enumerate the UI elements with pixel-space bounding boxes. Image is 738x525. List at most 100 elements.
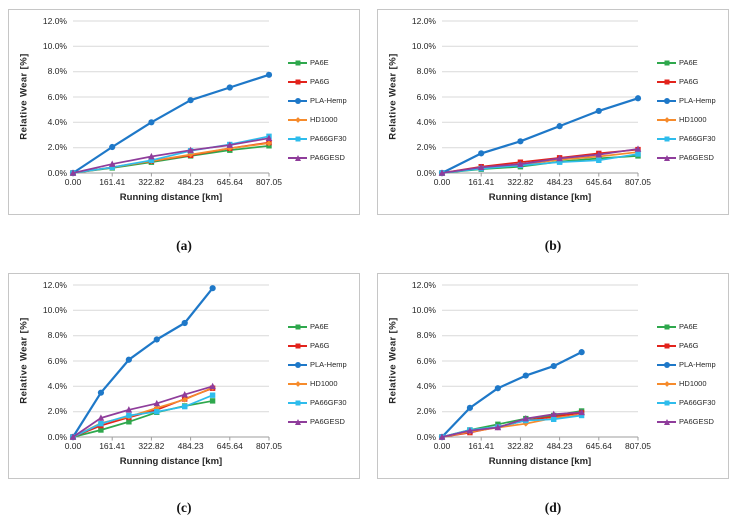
- x-tick-label: 0.00: [64, 177, 82, 187]
- square-marker-PA6E: [209, 398, 216, 404]
- circle-marker-PLA-Hemp: [478, 150, 485, 157]
- caption-b: (b): [544, 238, 562, 253]
- series-line-PLA-Hemp: [72, 73, 270, 174]
- series-line-PA6GESD: [441, 411, 582, 438]
- chart-panel-d: Relative Wear [%] 0.0% 2.0% 4.0% 6.0% 8.0% 10…: [377, 273, 729, 479]
- legend-item-PLA-Hemp: PLA-Hemp: [288, 355, 347, 374]
- triangle-marker-PA6GESD: [438, 433, 446, 440]
- legend-line: [288, 418, 307, 425]
- legend-label: PA6G: [310, 340, 330, 350]
- x-tick-label: 807.05: [256, 177, 282, 187]
- square-marker-PA66GF30: [109, 164, 115, 170]
- y-tick-label: 12.0%: [411, 279, 436, 290]
- series-line-HD1000: [72, 386, 213, 438]
- x-axis-title: Running distance [km]: [119, 456, 223, 467]
- x-tick-label: 0.00: [433, 177, 451, 187]
- triangle-marker-PA6GESD: [595, 151, 603, 158]
- legend-item-HD1000: HD1000: [657, 110, 716, 129]
- legend-line: [657, 418, 676, 425]
- legend-item-PA6G: PA6G: [288, 336, 347, 355]
- series-line-HD1000: [441, 413, 582, 438]
- legend-line: [288, 361, 307, 368]
- series-line-PA6GESD: [72, 137, 270, 174]
- triangle-icon: [294, 418, 301, 425]
- y-tick-label: 12.0%: [42, 15, 67, 26]
- triangle-marker-PA6GESD: [226, 141, 234, 148]
- legend-label: PA6E: [679, 321, 698, 331]
- x-tick-label: 807.05: [625, 441, 651, 451]
- circle-marker-PLA-Hemp: [466, 404, 474, 411]
- y-tick-label: 10.0%: [411, 40, 436, 51]
- triangle-marker-PA6GESD: [265, 134, 273, 141]
- triangle-marker-PA6GESD: [477, 163, 485, 171]
- legend-line: [657, 380, 676, 387]
- y-tick-label: 2.0%: [47, 142, 67, 153]
- legend-item-PA6GESD: PA6GESD: [657, 148, 716, 167]
- square-icon: [295, 400, 300, 405]
- legend-label: HD1000: [679, 114, 707, 124]
- legend-label: PLA-Hemp: [310, 95, 347, 105]
- legend-label: PA6GESD: [310, 416, 345, 426]
- legend-label: HD1000: [310, 114, 338, 124]
- legend-line: [288, 79, 307, 84]
- legend-line: [288, 380, 307, 387]
- y-tick-label: 10.0%: [42, 304, 67, 315]
- square-icon: [664, 79, 669, 84]
- triangle-marker-PA6GESD: [181, 390, 189, 398]
- circle-marker-PLA-Hemp: [97, 389, 105, 396]
- circle-marker-PLA-Hemp: [578, 349, 585, 356]
- legend-item-PLA-Hemp: PLA-Hemp: [657, 91, 716, 110]
- diamond-marker-HD1000: [226, 145, 233, 152]
- x-axis-title: Running distance [km]: [488, 192, 592, 203]
- legend-item-PLA-Hemp: PLA-Hemp: [657, 355, 716, 374]
- diamond-marker-HD1000: [266, 140, 272, 147]
- legend-item-PA66GF30: PA66GF30: [657, 129, 716, 148]
- diamond-icon: [663, 380, 670, 387]
- legend-item-PA66GF30: PA66GF30: [657, 393, 716, 412]
- x-tick-label: 645.64: [216, 177, 243, 187]
- circle-marker-PLA-Hemp: [226, 84, 233, 91]
- legend-label: PLA-Hemp: [310, 359, 347, 369]
- y-tick-label: 8.0%: [416, 330, 436, 341]
- legend-line: [288, 97, 307, 104]
- square-icon: [664, 343, 669, 348]
- square-marker-PA66GF30: [154, 409, 160, 415]
- legend-item-HD1000: HD1000: [288, 110, 347, 129]
- diamond-marker-HD1000: [181, 396, 188, 403]
- x-tick-label: 322.82: [507, 177, 534, 187]
- y-tick-label: 4.0%: [47, 380, 67, 391]
- legend-line: [288, 324, 307, 329]
- legend-label: PLA-Hemp: [679, 95, 716, 105]
- legend-label: HD1000: [679, 378, 707, 388]
- y-tick-label: 8.0%: [416, 66, 436, 77]
- square-marker-PA66GF30: [98, 421, 104, 427]
- y-tick-label: 8.0%: [47, 66, 67, 77]
- triangle-marker-PA6GESD: [97, 414, 105, 421]
- square-icon: [664, 400, 669, 405]
- legend-item-PA6GESD: PA6GESD: [288, 148, 347, 167]
- legend-item-PA6G: PA6G: [657, 72, 716, 91]
- legend-line: [657, 400, 676, 405]
- legend-label: PA6GESD: [679, 416, 714, 426]
- triangle-marker-PA6GESD: [466, 427, 474, 434]
- y-tick-label: 12.0%: [411, 15, 436, 26]
- caption-d: (d): [544, 500, 562, 515]
- triangle-marker-PA6GESD: [556, 154, 563, 162]
- triangle-marker-PA6GESD: [494, 423, 502, 431]
- legend-item-PA6E: PA6E: [657, 53, 716, 72]
- x-tick-label: 322.82: [138, 441, 165, 451]
- legend-label: PA66GF30: [679, 133, 716, 143]
- square-icon: [295, 343, 300, 348]
- legend-label: PA6E: [679, 57, 698, 67]
- legend-line: [288, 136, 307, 141]
- circle-marker-PLA-Hemp: [209, 285, 216, 292]
- circle-marker-PLA-Hemp: [550, 362, 557, 370]
- legend-item-PA6GESD: PA6GESD: [288, 412, 347, 431]
- y-tick-label: 0.0%: [416, 431, 436, 442]
- legend-item-PA6E: PA6E: [288, 53, 347, 72]
- circle-marker-PLA-Hemp: [148, 119, 155, 126]
- plot-area: [69, 284, 270, 441]
- plot-area: [69, 20, 273, 177]
- legend-line: [657, 324, 676, 329]
- circle-marker-PLA-Hemp: [109, 143, 116, 151]
